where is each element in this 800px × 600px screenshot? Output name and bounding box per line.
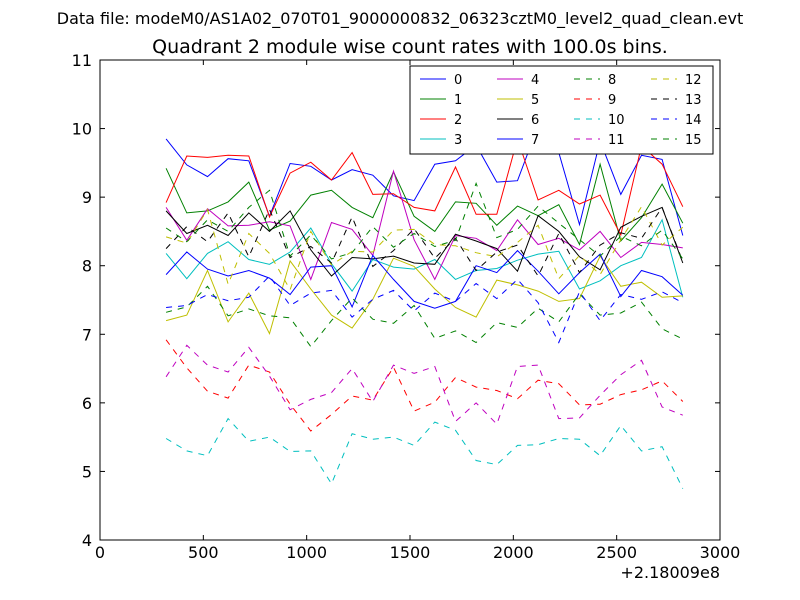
legend-label-8: 8 (608, 73, 616, 88)
y-tick-label: 11 (72, 51, 92, 70)
y-tick-label: 7 (82, 325, 92, 344)
x-tick-label: 0 (95, 543, 105, 562)
legend-label-2: 2 (454, 113, 462, 128)
y-tick-label: 9 (82, 188, 92, 207)
legend-label-12: 12 (685, 73, 702, 88)
legend-label-6: 6 (531, 113, 539, 128)
series-line-15 (165, 181, 684, 260)
series-line-7 (165, 249, 684, 309)
x-offset-label: +2.18009e8 (620, 563, 720, 582)
series-line-11 (165, 344, 683, 426)
series-line-4 (165, 169, 683, 281)
x-tick-label: 2500 (596, 543, 637, 562)
series-line-13 (165, 206, 684, 278)
legend-label-0: 0 (454, 73, 462, 88)
legend-label-3: 3 (454, 133, 462, 148)
series-line-0 (165, 124, 684, 236)
series-line-8 (165, 285, 684, 348)
legend-label-9: 9 (608, 93, 616, 108)
series-line-10 (165, 417, 684, 489)
legend-label-14: 14 (685, 113, 702, 128)
series-line-3 (165, 218, 684, 298)
x-tick-label: 1500 (390, 543, 431, 562)
legend-box (409, 65, 714, 155)
y-tick-label: 6 (82, 394, 92, 413)
series-line-1 (165, 162, 684, 246)
y-tick-label: 10 (72, 120, 92, 139)
x-tick-label: 2000 (493, 543, 534, 562)
x-tick-label: 3000 (700, 543, 741, 562)
y-tick-label: 5 (82, 462, 92, 481)
legend-label-4: 4 (531, 73, 539, 88)
series-line-5 (165, 255, 683, 335)
series-line-2 (165, 137, 684, 237)
y-tick-label: 4 (82, 531, 92, 550)
chart-title: Quadrant 2 module wise count rates with … (152, 36, 668, 58)
series-line-14 (166, 275, 684, 344)
legend-label-11: 11 (608, 133, 625, 148)
series-group (165, 124, 684, 489)
legend-label-5: 5 (531, 93, 539, 108)
plot-frame (99, 59, 721, 541)
y-tick-label: 8 (82, 257, 92, 276)
legend-label-10: 10 (608, 113, 625, 128)
x-tick-label: 1000 (286, 543, 327, 562)
legend-label-7: 7 (531, 133, 539, 148)
series-line-6 (165, 206, 684, 277)
legend-label-1: 1 (454, 93, 462, 108)
x-tick-label: 500 (188, 543, 219, 562)
suptitle: Data file: modeM0/AS1A02_070T01_90000008… (57, 9, 743, 29)
legend-label-15: 15 (685, 133, 702, 148)
legend-label-13: 13 (685, 93, 702, 108)
